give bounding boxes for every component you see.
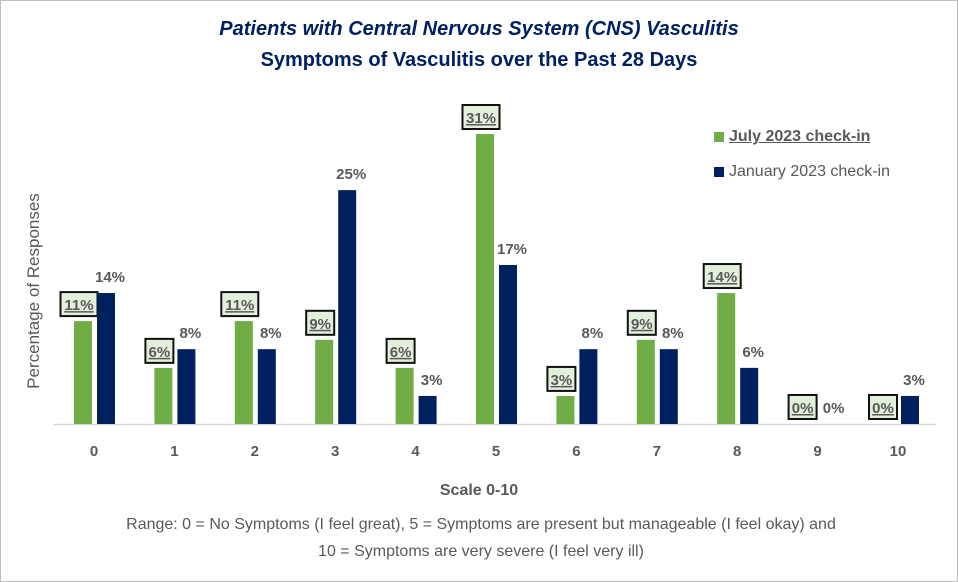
data-label-box-july <box>868 394 898 420</box>
legend-label-july: July 2023 check-in <box>729 128 871 145</box>
data-label-box-july <box>461 104 501 130</box>
x-tick-label: 1 <box>170 443 178 460</box>
bar-july <box>395 367 414 424</box>
data-label-july: 31% <box>466 110 496 127</box>
data-label-box-july <box>787 394 818 420</box>
chart-title: Patients with Central Nervous System (CN… <box>219 18 739 40</box>
data-label-july: 11% <box>64 297 93 314</box>
data-label-box-july <box>144 337 175 364</box>
bar-january <box>257 349 276 424</box>
legend-swatch-july <box>714 132 724 142</box>
data-label-july: 6% <box>390 344 412 361</box>
bar-july <box>315 339 334 424</box>
data-label-box-july <box>626 309 657 336</box>
data-label-january: 8% <box>260 325 282 342</box>
data-label-july: 11% <box>225 297 254 314</box>
x-tick-label: 0 <box>90 443 98 460</box>
data-label-july: 3% <box>551 372 573 389</box>
legend-swatch-january <box>714 167 724 177</box>
bar-january <box>901 395 919 424</box>
bar-july <box>154 367 173 424</box>
data-label-january: 8% <box>180 325 202 342</box>
x-axis-label: Scale 0-10 <box>439 482 519 499</box>
bar-january <box>659 349 678 424</box>
data-label-january: 25% <box>336 166 366 183</box>
data-label-box-july <box>220 291 260 318</box>
data-label-january: 8% <box>662 325 684 342</box>
legend-label-january: January 2023 check-in <box>729 163 890 180</box>
data-label-box-july <box>305 309 336 336</box>
x-tick-label: 8 <box>733 443 741 460</box>
x-tick-label: 10 <box>890 443 907 460</box>
bar-january <box>338 190 357 424</box>
data-label-january: 17% <box>497 241 527 258</box>
bar-july <box>476 134 494 424</box>
data-label-january: 14% <box>95 269 125 286</box>
bar-january <box>740 367 759 424</box>
x-tick-label: 7 <box>653 443 661 460</box>
data-label-january: 3% <box>903 372 925 389</box>
legend-item-january: January 2023 check-in <box>714 163 890 181</box>
bar-july <box>717 293 736 424</box>
x-tick-label: 6 <box>572 443 580 460</box>
data-label-box-july <box>702 263 742 290</box>
chart-subtitle: Symptoms of Vasculitis over the Past 28 … <box>260 49 698 71</box>
data-label-january: 6% <box>742 344 764 361</box>
bar-january <box>499 264 517 424</box>
bar-january <box>97 293 115 424</box>
x-tick-label: 9 <box>813 443 821 460</box>
data-label-july: 0% <box>872 400 894 417</box>
bar-january <box>177 349 196 424</box>
data-label-july: 6% <box>149 344 171 361</box>
data-label-january: 0% <box>823 400 845 417</box>
x-tick-label: 2 <box>251 443 259 460</box>
bar-january <box>579 349 598 424</box>
data-label-july: 0% <box>792 400 814 417</box>
data-label-box-july <box>59 291 99 318</box>
data-label-july: 9% <box>309 316 331 333</box>
bar-july <box>636 339 655 424</box>
legend-item-july: July 2023 check-in <box>714 128 870 146</box>
bar-july <box>234 321 253 424</box>
data-label-january: 8% <box>582 325 604 342</box>
data-label-july: 14% <box>707 269 737 286</box>
x-tick-label: 4 <box>411 443 420 460</box>
x-tick-label: 5 <box>492 443 500 460</box>
bar-july <box>556 395 575 424</box>
plot-area: 011%14%16%8%211%8%39%25%46%3%531%17%63%8… <box>53 104 936 460</box>
bar-july <box>74 321 92 424</box>
data-label-box-july <box>546 365 577 392</box>
x-tick-label: 3 <box>331 443 339 460</box>
bar-january <box>418 395 437 424</box>
data-label-box-july <box>385 337 416 364</box>
data-label-january: 3% <box>421 372 443 389</box>
scale-note: Range: 0 = No Symptoms (I feel great), 5… <box>126 516 836 560</box>
data-label-july: 9% <box>631 316 653 333</box>
